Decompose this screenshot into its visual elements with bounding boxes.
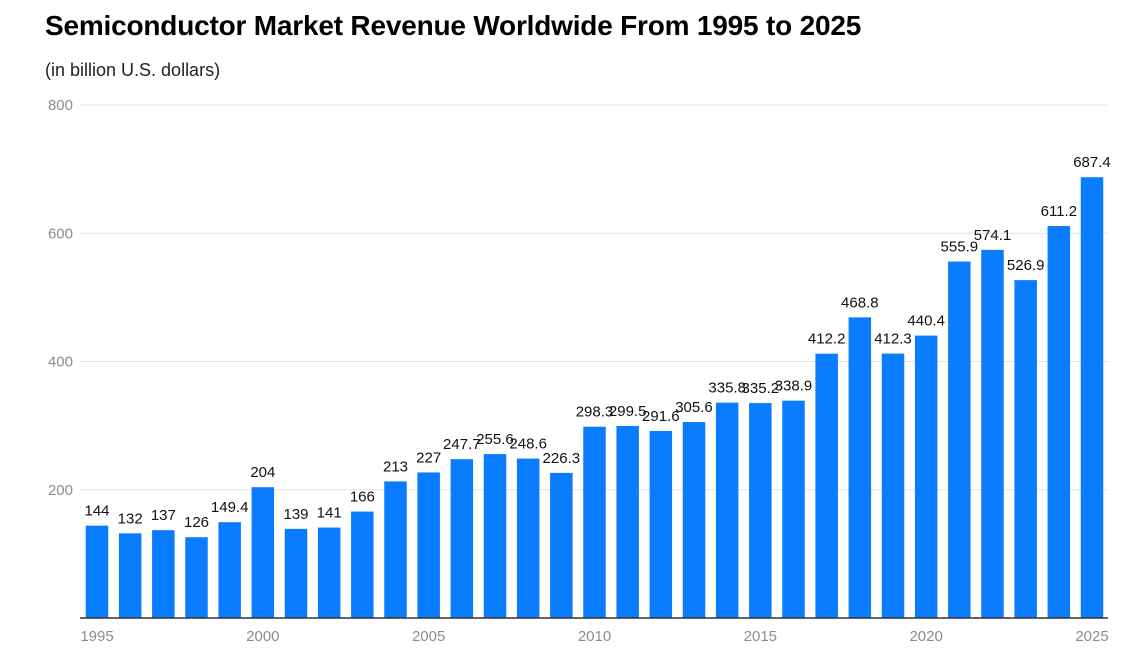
bar-2013: [682, 422, 706, 618]
bar-2015: [749, 403, 772, 618]
data-label-2018: 468.8: [841, 294, 879, 311]
data-label-2014: 335.8: [708, 380, 746, 397]
x-tick-label: 2015: [744, 628, 777, 645]
data-label-2000: 204: [250, 464, 275, 481]
bar-2012: [649, 431, 673, 618]
data-label-2006: 247.7: [443, 436, 481, 453]
bar-2007: [483, 454, 507, 618]
data-label-2013: 305.6: [675, 399, 713, 416]
data-label-2025: 687.4: [1073, 154, 1111, 171]
y-tick-label: 200: [48, 482, 73, 499]
data-label-1999: 149.4: [211, 499, 249, 516]
data-label-2015: 335.2: [742, 380, 780, 397]
data-label-1998: 126: [184, 514, 209, 531]
bar-2020: [914, 335, 938, 618]
bar-2016: [782, 400, 805, 618]
data-label-2001: 139: [283, 506, 308, 523]
data-label-2005: 227: [416, 449, 441, 466]
bar-2010: [583, 426, 606, 618]
x-tick-label: 2000: [246, 628, 279, 645]
chart-subtitle: (in billion U.S. dollars): [45, 60, 221, 80]
bar-2000: [251, 487, 275, 618]
x-tick-label: 1995: [80, 628, 113, 645]
data-label-2019: 412.3: [874, 331, 912, 348]
data-label-2012: 291.6: [642, 408, 680, 425]
bar-1995: [85, 525, 109, 618]
y-tick-label: 600: [48, 225, 73, 242]
data-label-2004: 213: [383, 458, 408, 475]
bar-2004: [384, 481, 407, 618]
x-tick-label: 2005: [412, 628, 445, 645]
data-label-2002: 141: [317, 505, 342, 522]
bar-2005: [417, 472, 440, 618]
bars-layer: [85, 177, 1104, 618]
bar-2017: [815, 353, 838, 618]
bar-2006: [450, 459, 474, 618]
bar-2008: [516, 458, 540, 618]
data-label-2003: 166: [350, 489, 375, 506]
x-tick-label: 2025: [1075, 628, 1108, 645]
bar-2009: [550, 472, 573, 618]
bar-2003: [351, 511, 374, 618]
bar-2018: [848, 317, 872, 618]
bar-2011: [616, 425, 639, 618]
data-label-2011: 299.5: [609, 403, 647, 420]
data-label-2010: 298.3: [576, 404, 614, 421]
chart-title: Semiconductor Market Revenue Worldwide F…: [45, 10, 862, 41]
data-label-2016: 338.9: [775, 378, 813, 395]
bar-2014: [715, 402, 739, 618]
bar-2021: [948, 261, 971, 618]
data-label-2023: 526.9: [1007, 257, 1045, 274]
data-label-2009: 226.3: [543, 450, 581, 467]
data-label-1997: 137: [151, 507, 176, 524]
bar-2023: [1014, 280, 1037, 618]
data-label-2017: 412.2: [808, 331, 846, 348]
data-label-2022: 574.1: [974, 227, 1012, 244]
bar-1999: [218, 522, 241, 618]
bar-2022: [981, 249, 1004, 618]
bar-2025: [1080, 177, 1104, 618]
data-label-1995: 144: [84, 503, 109, 520]
bar-1997: [152, 530, 175, 618]
data-label-1996: 132: [118, 510, 143, 527]
axis-layer: 200 400 600 800 1995 2000 2005 2010 2015 2020 2025: [48, 97, 1109, 645]
bar-2001: [284, 528, 308, 618]
bar-2024: [1047, 226, 1071, 618]
x-tick-label: 2010: [578, 628, 611, 645]
bar-2002: [317, 527, 341, 618]
data-label-2008: 248.6: [509, 436, 547, 453]
data-label-2007: 255.6: [476, 431, 514, 448]
bar-1998: [185, 537, 208, 618]
y-tick-label: 400: [48, 354, 73, 371]
x-tick-label: 2020: [909, 628, 942, 645]
y-tick-label: 800: [48, 97, 73, 114]
bar-1996: [118, 533, 142, 618]
bar-2019: [881, 353, 905, 618]
data-label-2021: 555.9: [941, 239, 979, 256]
data-label-2024: 611.2: [1041, 203, 1077, 220]
data-label-2020: 440.4: [907, 313, 945, 330]
